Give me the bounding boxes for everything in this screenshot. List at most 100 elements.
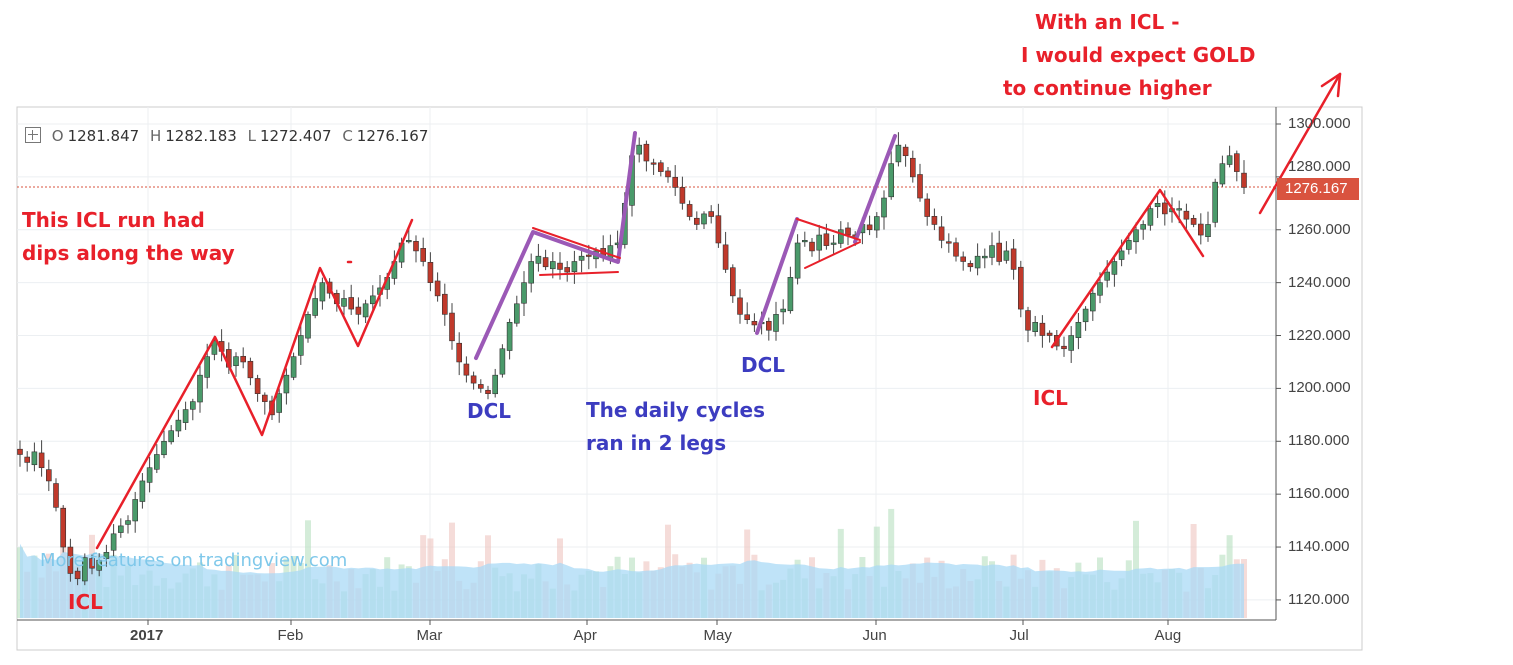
candle-body — [672, 176, 679, 188]
candle — [1140, 220, 1146, 240]
candle — [118, 518, 124, 538]
candle — [297, 323, 304, 365]
expand-plus-icon[interactable] — [25, 127, 41, 143]
candle-body — [1046, 332, 1053, 336]
candle — [470, 371, 477, 390]
candle — [643, 140, 650, 172]
candle — [506, 318, 513, 360]
candle-body — [1039, 322, 1046, 336]
candle — [1219, 155, 1226, 187]
annotation-icl-2: ICL — [1033, 386, 1068, 410]
candle-body — [312, 298, 319, 316]
candle-body — [1183, 210, 1190, 220]
candle — [542, 249, 549, 271]
candle-body — [477, 384, 484, 389]
candle-body — [74, 570, 81, 580]
candle — [45, 459, 52, 492]
candle-body — [420, 248, 427, 262]
candle — [17, 440, 23, 467]
open-value: 1281.847 — [67, 127, 140, 145]
candle-body — [737, 297, 743, 315]
candle-body — [722, 244, 729, 270]
candle-body — [290, 356, 297, 378]
candle — [38, 440, 45, 477]
candle — [902, 144, 909, 167]
annotation-icl-1: ICL — [68, 590, 103, 614]
time-tick-label: May — [703, 627, 732, 644]
candle — [679, 176, 686, 210]
candle — [290, 352, 297, 381]
candle — [146, 456, 153, 493]
candle — [989, 232, 995, 266]
candle-body — [967, 263, 974, 268]
candle-body — [1205, 224, 1211, 237]
candle-body — [837, 229, 844, 244]
candle-body — [1068, 335, 1074, 351]
candle — [636, 137, 643, 163]
candle — [1003, 241, 1010, 264]
candle — [830, 234, 837, 255]
price-tick-label: 1140.000 — [1288, 538, 1350, 556]
volume-bar — [888, 508, 895, 618]
annotation-icl-run: This ICL run had dips along the way — [22, 204, 235, 270]
candle-body — [780, 308, 787, 313]
candle — [924, 193, 931, 226]
axis-ticks — [147, 123, 1281, 625]
candle-body — [369, 295, 376, 305]
candle-body — [405, 240, 412, 243]
candle-body — [190, 401, 196, 410]
candle-body — [67, 546, 74, 574]
candle-body — [1111, 261, 1118, 275]
candle-body — [801, 240, 808, 243]
candle-body — [118, 525, 124, 533]
candle — [1061, 336, 1067, 357]
candle-body — [1241, 172, 1247, 188]
candle-body — [82, 557, 88, 582]
candle-body — [701, 213, 707, 225]
candle-body — [1104, 271, 1110, 281]
candle — [1234, 150, 1240, 182]
dcl-leg-1 — [474, 131, 637, 360]
low-value: 1272.407 — [259, 127, 332, 145]
candle — [441, 283, 448, 326]
time-tick-label: Feb — [277, 627, 304, 644]
candle — [341, 289, 347, 317]
candle — [1010, 239, 1017, 280]
candle — [1133, 222, 1139, 254]
candle — [945, 233, 952, 253]
candle-body — [1118, 250, 1125, 260]
candle — [89, 554, 95, 575]
candle-body — [96, 559, 102, 571]
candle — [744, 302, 751, 325]
candle-body — [305, 314, 311, 339]
candle-body — [254, 378, 261, 394]
candle-body — [960, 256, 967, 262]
candle-body — [866, 224, 873, 231]
candle — [449, 303, 455, 350]
candle — [708, 205, 715, 224]
candle — [1082, 306, 1089, 331]
annotation-lines — [95, 72, 1342, 550]
candle — [82, 553, 88, 586]
candle — [319, 277, 326, 310]
candle — [463, 356, 470, 383]
candle — [103, 544, 110, 567]
candle-body — [924, 198, 931, 217]
candle — [1032, 315, 1038, 337]
tradingview-watermark[interactable]: More features on tradingview.com — [40, 550, 348, 571]
candle — [305, 311, 311, 343]
candle-body — [1017, 266, 1024, 310]
price-tick-label: 1120.000 — [1288, 590, 1350, 608]
candle — [60, 505, 67, 553]
candle — [362, 299, 369, 324]
candle — [1190, 214, 1197, 228]
candle-body — [902, 146, 909, 157]
candle — [1198, 213, 1204, 245]
time-tick-label: Apr — [573, 627, 597, 644]
candle-body — [953, 242, 959, 257]
candle-body — [1133, 229, 1139, 243]
candle — [24, 451, 31, 472]
candle-body — [521, 282, 527, 304]
candle — [197, 365, 203, 413]
